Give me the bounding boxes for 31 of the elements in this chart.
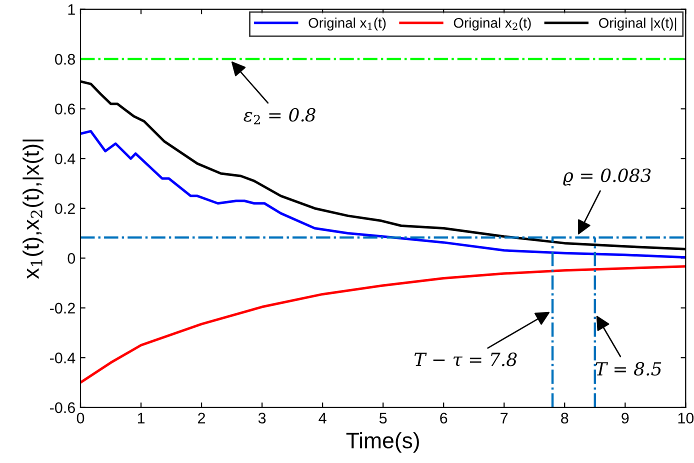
annotation: T = 8.5 [596,362,662,376]
line-series [80,130,686,259]
x-tick-label: 3 [258,412,266,424]
x-axis-title: Time(s) [346,432,419,453]
y-tick-label: 1 [68,4,75,15]
y-tick-label: 0.4 [55,153,76,164]
legend-label: Original x$_{1}$(t) [308,18,386,31]
annotation: T − τ = 7.8 [414,352,517,366]
y-tick-label: 0.6 [55,104,75,114]
y-tick-label: 0.8 [55,54,75,65]
y-tick-label: 0 [68,252,76,264]
annotation: ϱ = 0.083 [563,168,651,186]
x-tick-label: 7 [500,412,508,424]
legend-label: Original x$_{2}$(t) [454,18,531,31]
legend-label: Original |x(t)| [599,18,676,31]
x-tick-label: 10 [678,412,694,424]
y-axis-title: x$_{1}$(t),x$_{2}$(t),|x(t)| [22,140,44,279]
annotation: ε$_{2}$ = 0.8 [244,108,316,124]
x-tick-label: 1 [138,412,145,424]
x-tick-label: 9 [622,412,629,424]
y-tick-label: -0.2 [50,302,75,314]
line-series [80,265,686,384]
y-tick-label: 0.2 [55,203,75,214]
x-tick-label: 0 [76,412,84,424]
x-tick-label: 4 [318,412,326,424]
x-tick-label: 5 [379,412,387,424]
y-tick-label: -0.6 [50,402,75,414]
x-tick-label: 6 [440,412,448,424]
y-tick-label: -0.4 [50,352,76,364]
x-tick-label: 8 [561,412,568,424]
x-tick-label: 2 [198,412,206,424]
